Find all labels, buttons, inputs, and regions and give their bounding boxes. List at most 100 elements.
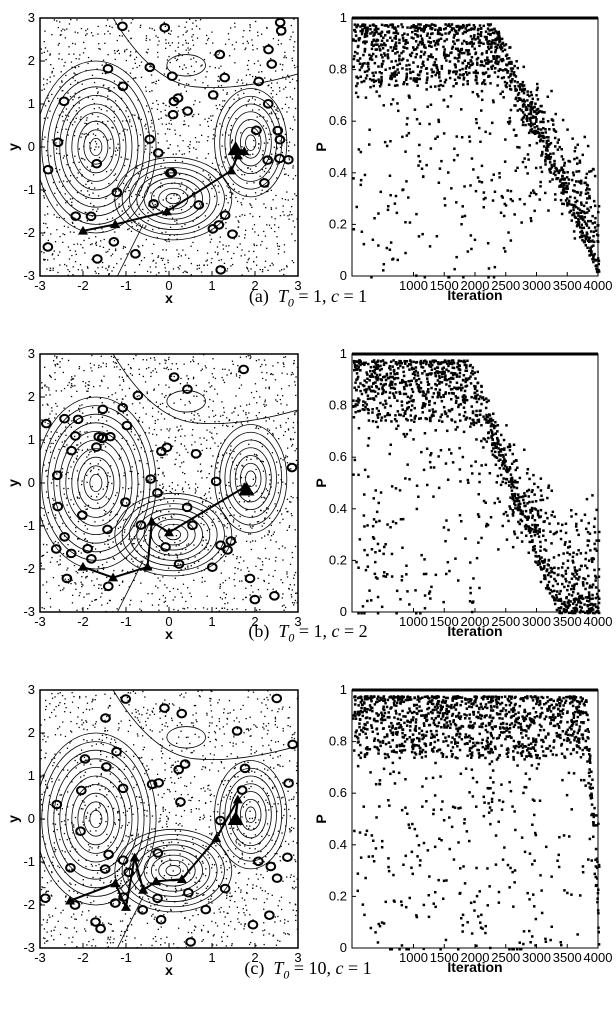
sample-point	[120, 156, 122, 158]
acceptance-point	[479, 140, 482, 143]
acceptance-point	[524, 494, 527, 498]
sample-point	[111, 482, 113, 485]
sample-point	[190, 262, 192, 265]
sample-point	[181, 153, 183, 155]
acceptance-point	[528, 144, 531, 147]
sample-point	[198, 267, 200, 269]
sample-point	[263, 116, 265, 118]
sample-point	[62, 28, 64, 30]
acceptance-point	[494, 42, 497, 45]
sample-point	[170, 491, 173, 494]
acceptance-point	[547, 154, 550, 157]
acceptance-point	[394, 383, 397, 386]
acceptance-point	[572, 206, 575, 209]
sample-point	[112, 557, 114, 559]
sample-point	[58, 217, 60, 219]
acceptance-point	[458, 68, 462, 72]
sample-point	[158, 517, 160, 519]
sample-point	[213, 367, 215, 370]
acceptance-point	[528, 500, 531, 504]
sample-point	[217, 85, 220, 87]
sample-point	[217, 253, 219, 256]
acceptance-point	[483, 79, 486, 82]
sample-point	[95, 244, 98, 246]
candidate-marker	[97, 404, 109, 415]
sample-point	[248, 412, 250, 414]
sample-point	[57, 271, 59, 274]
sample-point	[192, 44, 195, 46]
sample-point	[69, 122, 72, 124]
sample-point	[45, 394, 47, 396]
sample-point	[90, 416, 92, 418]
sample-point	[113, 199, 115, 201]
sample-point	[164, 267, 166, 269]
sample-point	[192, 378, 195, 380]
sample-point	[206, 608, 209, 610]
sample-point	[174, 541, 176, 544]
sample-point	[127, 213, 129, 216]
sample-point	[111, 270, 113, 272]
sample-point	[248, 250, 250, 252]
sample-point	[124, 49, 126, 51]
sample-point	[210, 179, 213, 181]
sample-point	[201, 64, 203, 66]
sample-point	[156, 236, 158, 239]
acceptance-point	[377, 244, 380, 247]
sample-point	[139, 608, 141, 610]
acceptance-point	[529, 129, 532, 132]
contour-line	[121, 162, 225, 236]
acceptance-point	[375, 373, 379, 377]
sample-point	[184, 435, 186, 437]
sample-point	[140, 609, 143, 612]
sample-point	[290, 468, 292, 470]
sample-point	[125, 110, 127, 112]
sample-point	[136, 167, 138, 170]
sample-point	[179, 383, 182, 385]
sample-point	[251, 527, 253, 529]
sample-point	[46, 469, 48, 472]
sample-point	[204, 548, 206, 550]
sample-point	[275, 541, 277, 543]
sample-point	[154, 573, 156, 575]
sample-point	[115, 362, 118, 364]
sample-point	[279, 424, 282, 426]
sample-point	[194, 488, 197, 490]
sample-point	[42, 234, 44, 236]
sample-point	[273, 531, 275, 533]
sample-point	[248, 533, 250, 535]
acceptance-point	[414, 40, 418, 43]
sample-point	[290, 24, 292, 27]
sample-point	[112, 503, 115, 505]
sample-point	[232, 461, 234, 463]
acceptance-point	[365, 34, 369, 38]
candidate-marker	[82, 543, 93, 554]
sample-point	[233, 597, 235, 599]
acceptance-point	[393, 27, 396, 30]
sample-point	[246, 266, 248, 269]
sample-point	[124, 529, 126, 531]
sample-point	[232, 539, 234, 541]
acceptance-point	[453, 372, 457, 375]
sample-point	[108, 273, 110, 275]
acceptance-point	[472, 71, 476, 74]
sample-point	[259, 558, 261, 560]
sample-point	[74, 225, 76, 228]
acceptance-point	[480, 31, 483, 34]
acceptance-point	[396, 258, 399, 262]
acceptance-point	[352, 177, 355, 180]
acceptance-point	[561, 174, 564, 178]
sample-point	[134, 412, 137, 414]
acceptance-point	[566, 187, 569, 190]
contour-lines	[40, 354, 298, 612]
acceptance-point	[473, 34, 476, 37]
sample-point	[53, 19, 55, 21]
sample-point	[237, 485, 239, 487]
acceptance-point	[360, 230, 364, 233]
sample-point	[101, 588, 103, 590]
sample-point	[144, 432, 147, 434]
sample-point	[218, 52, 220, 54]
acceptance-point	[452, 27, 455, 30]
candidate-marker	[249, 594, 261, 605]
acceptance-point	[462, 276, 465, 279]
sample-point	[268, 474, 271, 476]
